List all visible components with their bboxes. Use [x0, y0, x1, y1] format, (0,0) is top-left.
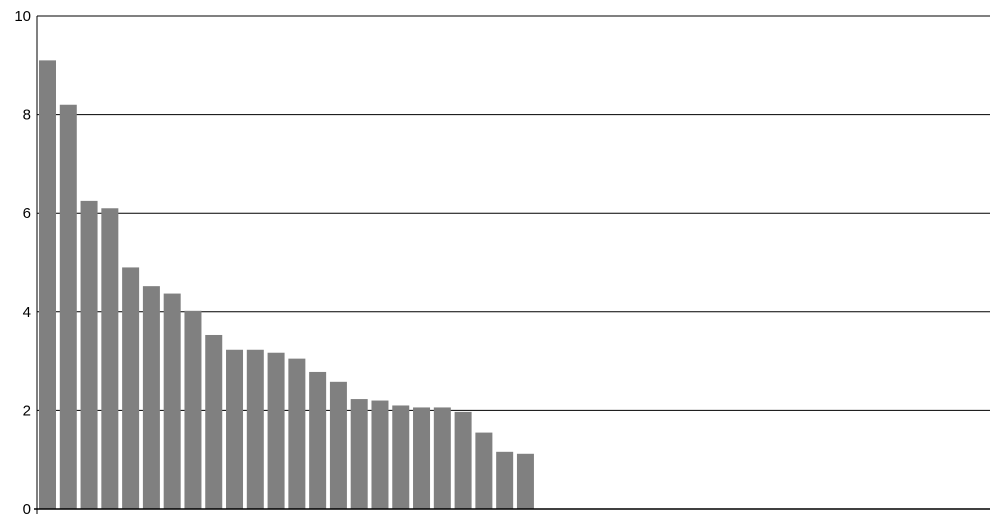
- bar: [205, 334, 223, 509]
- bar: [122, 267, 140, 509]
- y-tick-label: 0: [23, 501, 31, 515]
- bar: [142, 286, 160, 509]
- bar: [454, 411, 472, 509]
- bar: [309, 371, 327, 509]
- bar: [329, 381, 347, 509]
- bar: [496, 451, 514, 509]
- bar: [39, 60, 56, 510]
- bar: [350, 399, 368, 509]
- bar: [226, 349, 244, 509]
- bar: [59, 104, 77, 510]
- bar: [267, 352, 285, 509]
- bar-series: [39, 60, 534, 510]
- y-tick-label: 2: [23, 402, 31, 419]
- bar: [288, 358, 306, 509]
- bar: [80, 200, 98, 510]
- bar: [101, 208, 119, 509]
- y-tick-label: 10: [14, 8, 31, 25]
- bar: [184, 310, 202, 509]
- bar: [413, 407, 431, 509]
- bar: [371, 400, 389, 509]
- bar: [246, 349, 264, 509]
- y-tick-label: 6: [23, 205, 31, 222]
- bar: [163, 293, 181, 509]
- bar: [516, 453, 534, 509]
- y-axis-tick-labels: 0 2 4 6 8 10: [14, 8, 31, 515]
- y-tick-label: 8: [23, 107, 31, 124]
- y-tick-label: 4: [23, 304, 31, 321]
- bar: [433, 407, 451, 509]
- bar: [475, 432, 493, 509]
- bar: [392, 405, 410, 509]
